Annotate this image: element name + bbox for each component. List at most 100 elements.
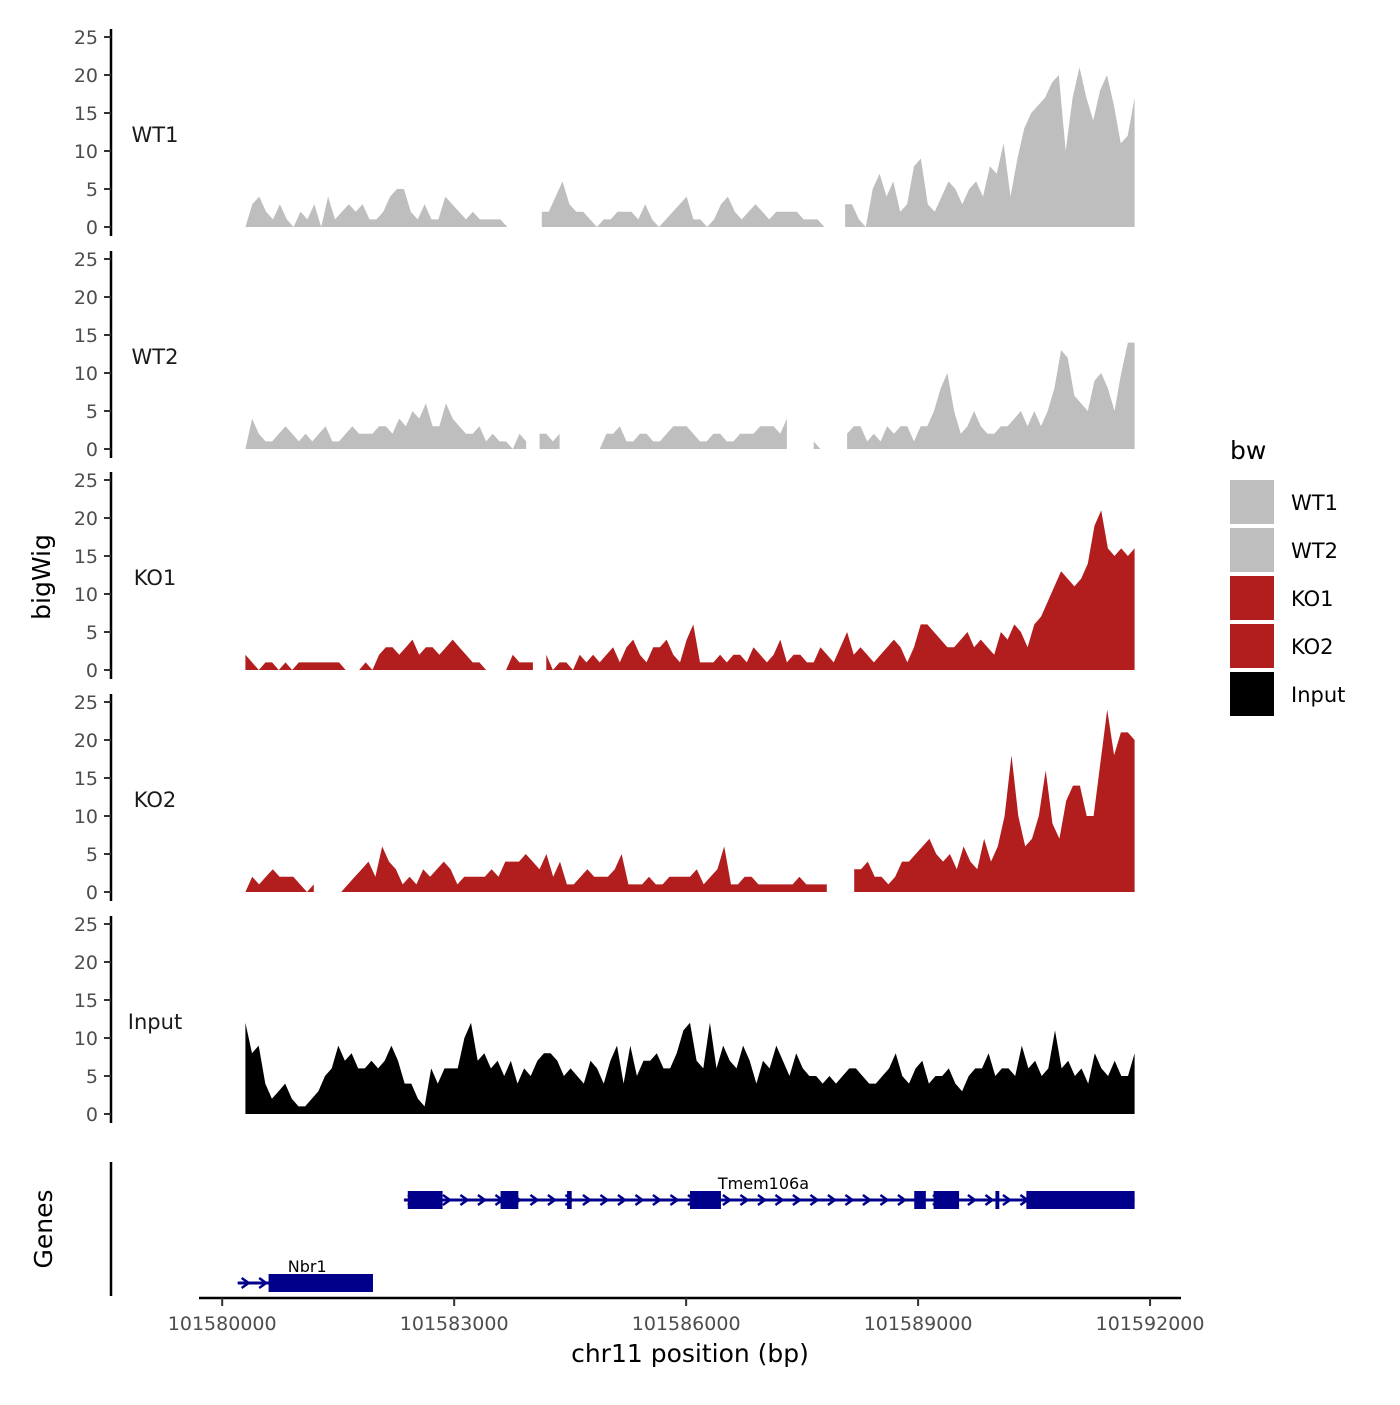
strand-arrow [669, 1193, 680, 1207]
x-tick-label: 101592000 [1096, 1313, 1205, 1335]
area-wt2 [813, 441, 828, 449]
y-tick-label: 10 [74, 363, 98, 385]
y-tick-label: 5 [86, 179, 98, 201]
strand-arrow [1002, 1193, 1013, 1207]
legend-title: bw [1230, 436, 1266, 465]
strand-arrow [547, 1193, 558, 1207]
legend-label: KO1 [1291, 587, 1334, 611]
y-tick-label: 15 [74, 546, 98, 568]
y-tick-label: 10 [74, 1028, 98, 1050]
area-wt1 [541, 181, 825, 227]
signal-tracks: 0 5 10 15 20 25 WT1 0 5 10 15 20 25 WT2 0 5 10 15 20 25 KO1 0… [74, 27, 1135, 1126]
strand-arrow [984, 1193, 995, 1207]
legend-label: Input [1291, 683, 1345, 707]
x-axis-ticks: 101580000 101583000 101586000 101589000 1015… [168, 1298, 1205, 1335]
strand-arrow [477, 1193, 488, 1207]
y-tick-label: 25 [74, 470, 98, 492]
exon [690, 1191, 721, 1209]
track-wt2: 0 5 10 15 20 25 WT2 [74, 249, 1135, 461]
y-tick-label: 15 [74, 325, 98, 347]
strand-arrow [459, 1193, 470, 1207]
strand-arrow [827, 1193, 838, 1207]
track-label: Input [128, 1010, 182, 1034]
x-tick-label: 101586000 [632, 1313, 741, 1335]
legend-swatch [1230, 576, 1274, 620]
strand-arrow [774, 1193, 785, 1207]
area-wt2 [539, 433, 560, 449]
track-input: 0 5 10 15 20 25 Input [74, 914, 1135, 1126]
gene-label: Tmem106a [717, 1174, 809, 1193]
gene-label: Nbr1 [288, 1257, 327, 1276]
y-tick-label: 15 [74, 768, 98, 790]
area-wt2 [593, 418, 787, 449]
x-axis-title: chr11 position (bp) [571, 1339, 809, 1368]
legend-swatch [1230, 624, 1274, 668]
track-label: WT2 [132, 345, 179, 369]
y-tick-label: 15 [74, 990, 98, 1012]
y-tick-label: 10 [74, 141, 98, 163]
x-tick-label: 101580000 [168, 1313, 277, 1335]
exon [995, 1191, 1000, 1209]
y-tick-label: 5 [86, 844, 98, 866]
legend-swatch [1230, 672, 1274, 716]
legend-swatch [1230, 480, 1274, 524]
y-tick-label: 5 [86, 622, 98, 644]
area-wt1 [845, 67, 1135, 228]
legend-swatch [1230, 528, 1274, 572]
exon [407, 1191, 443, 1209]
legend-label: KO2 [1291, 635, 1334, 659]
strand-arrow [844, 1193, 855, 1207]
legend-item-wt2: WT2 [1230, 528, 1338, 572]
legend-label: WT1 [1291, 491, 1338, 515]
track-label: KO2 [134, 788, 177, 812]
gene-nbr1: Nbr1 [237, 1257, 374, 1292]
y-tick-label: 0 [86, 882, 98, 904]
strand-arrow [809, 1193, 820, 1207]
y-tick-label: 0 [86, 439, 98, 461]
strand-arrow [599, 1193, 610, 1207]
strand-arrow [442, 1193, 453, 1207]
legend-label: WT2 [1291, 539, 1338, 563]
track-label: KO1 [134, 566, 177, 590]
strand-arrow [862, 1193, 873, 1207]
genes-axis-title: Genes [29, 1189, 58, 1268]
strand-arrow [722, 1193, 733, 1207]
y-tick-label: 20 [74, 287, 98, 309]
exon [268, 1274, 373, 1292]
area-wt1 [245, 189, 515, 227]
y-tick-label: 20 [74, 952, 98, 974]
strand-arrow [582, 1193, 593, 1207]
strand-arrow [240, 1276, 251, 1290]
legend-item-ko1: KO1 [1230, 576, 1334, 620]
y-tick-label: 5 [86, 401, 98, 423]
area-ko1 [245, 639, 533, 670]
strand-arrow [897, 1193, 908, 1207]
x-tick-label: 101583000 [400, 1313, 509, 1335]
gene-track: Tmem106a Nbr1 [237, 1174, 1135, 1292]
area-wt2 [847, 342, 1135, 449]
y-tick-label: 25 [74, 914, 98, 936]
y-tick-label: 10 [74, 806, 98, 828]
y-axis-title: bigWig [27, 534, 56, 620]
y-tick-label: 0 [86, 660, 98, 682]
track-ko2: 0 5 10 15 20 25 KO2 [74, 692, 1135, 904]
exon [500, 1191, 519, 1209]
strand-arrow [617, 1193, 628, 1207]
gene-tmem106a: Tmem106a [403, 1174, 1135, 1209]
track-label: WT1 [132, 123, 179, 147]
strand-arrow [879, 1193, 890, 1207]
strand-arrow [529, 1193, 540, 1207]
y-tick-label: 20 [74, 730, 98, 752]
y-tick-label: 0 [86, 217, 98, 239]
legend: WT1 WT2 KO1 KO2 Input [1230, 480, 1345, 716]
area-wt2 [245, 403, 527, 449]
y-tick-label: 15 [74, 103, 98, 125]
exon [1026, 1191, 1135, 1209]
exon [933, 1191, 960, 1209]
exon [567, 1191, 572, 1209]
area-ko1 [546, 510, 1135, 670]
legend-item-wt1: WT1 [1230, 480, 1338, 524]
y-tick-label: 25 [74, 27, 98, 49]
